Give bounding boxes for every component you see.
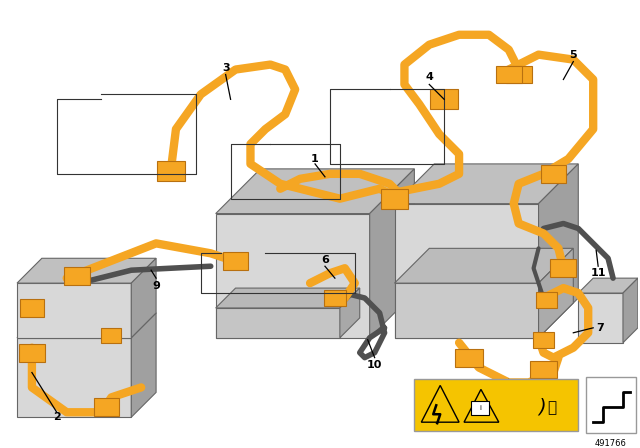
Polygon shape — [579, 278, 638, 293]
Polygon shape — [216, 169, 414, 214]
Polygon shape — [623, 278, 638, 343]
Text: 8: 8 — [495, 397, 502, 407]
Polygon shape — [394, 283, 538, 338]
Polygon shape — [421, 385, 459, 422]
Bar — [536, 292, 557, 308]
Text: 6: 6 — [321, 255, 329, 265]
Polygon shape — [131, 313, 156, 417]
Bar — [586, 378, 636, 433]
Bar — [414, 379, 579, 431]
Bar — [496, 65, 522, 83]
Bar — [550, 259, 576, 277]
Polygon shape — [17, 313, 156, 338]
Bar — [157, 161, 185, 181]
Text: 2: 2 — [53, 412, 61, 422]
Polygon shape — [17, 338, 131, 417]
Text: 5: 5 — [570, 50, 577, 60]
Bar — [430, 90, 458, 109]
Text: 4: 4 — [426, 73, 433, 82]
Bar — [455, 349, 483, 366]
Text: 10: 10 — [367, 360, 382, 370]
Text: 11: 11 — [591, 268, 606, 278]
Text: 7: 7 — [596, 323, 604, 333]
Polygon shape — [131, 258, 156, 338]
Text: ): ) — [538, 398, 545, 417]
Polygon shape — [579, 293, 623, 343]
Text: i: i — [479, 405, 481, 411]
Bar — [530, 361, 557, 379]
Bar — [381, 189, 408, 209]
Text: 9: 9 — [152, 281, 160, 291]
Polygon shape — [216, 214, 370, 338]
Bar — [102, 328, 122, 343]
Bar — [532, 332, 554, 348]
Bar — [20, 299, 44, 317]
Bar — [324, 290, 346, 306]
Polygon shape — [538, 248, 573, 338]
Bar — [506, 65, 532, 83]
Bar — [19, 344, 45, 362]
Polygon shape — [17, 283, 131, 338]
Bar — [93, 398, 119, 416]
Polygon shape — [340, 288, 360, 338]
Polygon shape — [464, 389, 499, 422]
Polygon shape — [370, 169, 414, 338]
Bar — [223, 252, 248, 270]
Bar — [471, 401, 489, 415]
Polygon shape — [216, 288, 360, 308]
Polygon shape — [216, 308, 340, 338]
Text: ✋: ✋ — [547, 400, 556, 415]
Polygon shape — [538, 164, 579, 338]
Text: 491766: 491766 — [594, 439, 626, 448]
Bar — [541, 165, 566, 183]
Bar — [64, 267, 90, 285]
Polygon shape — [394, 248, 573, 283]
Text: 3: 3 — [222, 63, 230, 73]
Polygon shape — [394, 164, 579, 204]
Text: 1: 1 — [311, 154, 319, 164]
Polygon shape — [394, 204, 538, 338]
Polygon shape — [17, 258, 156, 283]
